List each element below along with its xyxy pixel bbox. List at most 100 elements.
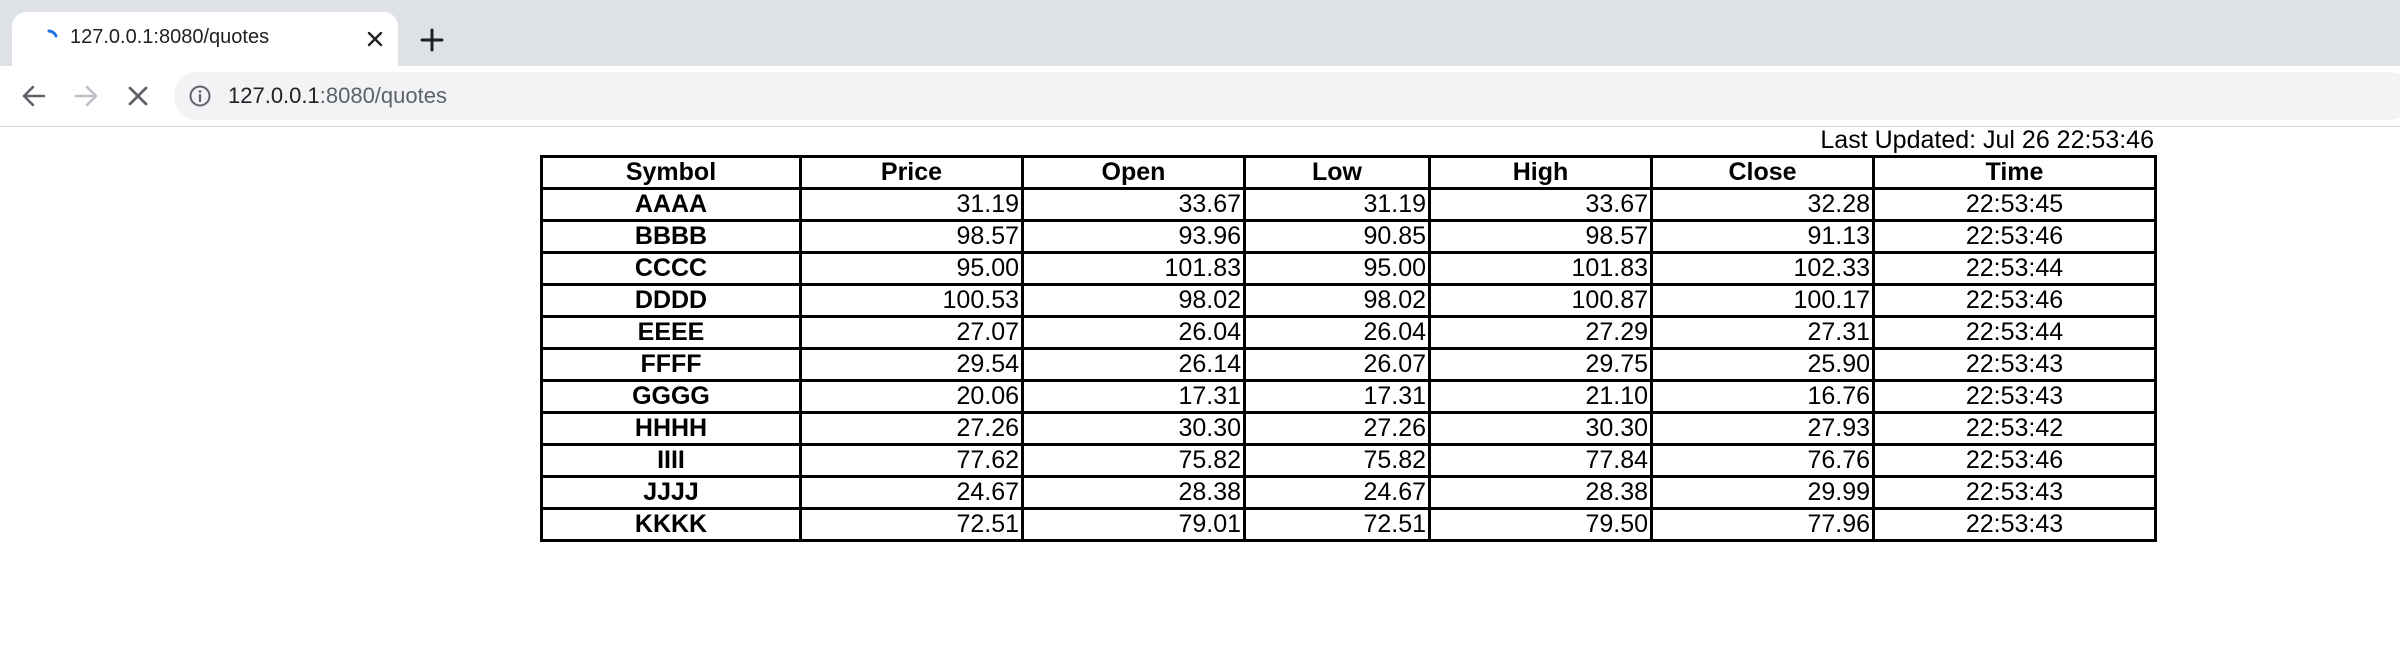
high-cell: 29.75 [1428, 347, 1653, 382]
open-cell: 17.31 [1021, 379, 1246, 414]
table-header-row: Symbol Price Open Low High Close Time [540, 155, 2157, 190]
high-cell: 79.50 [1428, 507, 1653, 542]
url-path: :8080/quotes [319, 83, 447, 108]
time-cell: 22:53:43 [1872, 507, 2157, 542]
price-cell: 31.19 [799, 187, 1024, 222]
symbol-cell: EEEE [540, 315, 802, 350]
low-cell: 75.82 [1243, 443, 1431, 478]
open-cell: 33.67 [1021, 187, 1246, 222]
close-cell: 16.76 [1650, 379, 1875, 414]
column-header: Time [1872, 155, 2157, 190]
high-cell: 98.57 [1428, 219, 1653, 254]
high-cell: 30.30 [1428, 411, 1653, 446]
tab-strip: 127.0.0.1:8080/quotes [0, 0, 2400, 66]
info-icon[interactable] [188, 84, 212, 108]
open-cell: 98.02 [1021, 283, 1246, 318]
plus-icon[interactable] [418, 26, 446, 54]
close-cell: 77.96 [1650, 507, 1875, 542]
table-row: CCCC 95.00 101.83 95.00 101.83 102.33 22:53:44 [540, 251, 2157, 286]
close-cell: 27.31 [1650, 315, 1875, 350]
price-cell: 27.07 [799, 315, 1024, 350]
close-cell: 102.33 [1650, 251, 1875, 286]
low-cell: 90.85 [1243, 219, 1431, 254]
table-row: JJJJ 24.67 28.38 24.67 28.38 29.99 22:53:43 [540, 475, 2157, 510]
symbol-cell: GGGG [540, 379, 802, 414]
price-cell: 72.51 [799, 507, 1024, 542]
column-header: High [1428, 155, 1653, 190]
column-header: Price [799, 155, 1024, 190]
table-row: KKKK 72.51 79.01 72.51 79.50 77.96 22:53:43 [540, 507, 2157, 542]
open-cell: 26.04 [1021, 315, 1246, 350]
price-cell: 98.57 [799, 219, 1024, 254]
browser-toolbar: 127.0.0.1:8080/quotes [0, 66, 2400, 127]
open-cell: 101.83 [1021, 251, 1246, 286]
price-cell: 100.53 [799, 283, 1024, 318]
symbol-cell: DDDD [540, 283, 802, 318]
column-header: Low [1243, 155, 1431, 190]
symbol-cell: CCCC [540, 251, 802, 286]
open-cell: 26.14 [1021, 347, 1246, 382]
open-cell: 28.38 [1021, 475, 1246, 510]
table-row: HHHH 27.26 30.30 27.26 30.30 27.93 22:53:42 [540, 411, 2157, 446]
low-cell: 24.67 [1243, 475, 1431, 510]
close-cell: 29.99 [1650, 475, 1875, 510]
symbol-cell: IIII [540, 443, 802, 478]
time-cell: 22:53:45 [1872, 187, 2157, 222]
low-cell: 27.26 [1243, 411, 1431, 446]
price-cell: 27.26 [799, 411, 1024, 446]
symbol-cell: AAAA [540, 187, 802, 222]
close-cell: 25.90 [1650, 347, 1875, 382]
table-row: DDDD 100.53 98.02 98.02 100.87 100.17 22:53:46 [540, 283, 2157, 318]
close-cell: 32.28 [1650, 187, 1875, 222]
low-cell: 31.19 [1243, 187, 1431, 222]
last-updated-label: Last Updated: Jul 26 22:53:46 [1820, 126, 2154, 154]
low-cell: 26.04 [1243, 315, 1431, 350]
close-icon[interactable] [364, 28, 386, 50]
low-cell: 95.00 [1243, 251, 1431, 286]
low-cell: 26.07 [1243, 347, 1431, 382]
time-cell: 22:53:44 [1872, 315, 2157, 350]
url-text[interactable]: 127.0.0.1:8080/quotes [228, 83, 447, 109]
column-header: Symbol [540, 155, 802, 190]
address-bar[interactable]: 127.0.0.1:8080/quotes [174, 72, 2400, 120]
loading-spinner-icon [38, 28, 60, 50]
table-row: AAAA 31.19 33.67 31.19 33.67 32.28 22:53:45 [540, 187, 2157, 222]
open-cell: 79.01 [1021, 507, 1246, 542]
time-cell: 22:53:46 [1872, 219, 2157, 254]
browser-tab[interactable]: 127.0.0.1:8080/quotes [12, 12, 398, 66]
close-cell: 27.93 [1650, 411, 1875, 446]
low-cell: 72.51 [1243, 507, 1431, 542]
low-cell: 98.02 [1243, 283, 1431, 318]
close-cell: 76.76 [1650, 443, 1875, 478]
symbol-cell: HHHH [540, 411, 802, 446]
price-cell: 20.06 [799, 379, 1024, 414]
high-cell: 21.10 [1428, 379, 1653, 414]
back-arrow-icon[interactable] [18, 80, 50, 112]
column-header: Open [1021, 155, 1246, 190]
time-cell: 22:53:44 [1872, 251, 2157, 286]
forward-arrow-icon[interactable] [70, 80, 102, 112]
price-cell: 95.00 [799, 251, 1024, 286]
time-cell: 22:53:42 [1872, 411, 2157, 446]
table-row: IIII 77.62 75.82 75.82 77.84 76.76 22:53:46 [540, 443, 2157, 478]
time-cell: 22:53:43 [1872, 379, 2157, 414]
tab-title: 127.0.0.1:8080/quotes [70, 26, 270, 48]
time-cell: 22:53:46 [1872, 283, 2157, 318]
stop-icon[interactable] [122, 80, 154, 112]
table-row: BBBB 98.57 93.96 90.85 98.57 91.13 22:53:46 [540, 219, 2157, 254]
open-cell: 75.82 [1021, 443, 1246, 478]
high-cell: 33.67 [1428, 187, 1653, 222]
quotes-table: Symbol Price Open Low High Close Time AA… [540, 155, 2157, 542]
high-cell: 27.29 [1428, 315, 1653, 350]
open-cell: 30.30 [1021, 411, 1246, 446]
price-cell: 24.67 [799, 475, 1024, 510]
close-cell: 100.17 [1650, 283, 1875, 318]
high-cell: 100.87 [1428, 283, 1653, 318]
symbol-cell: FFFF [540, 347, 802, 382]
price-cell: 29.54 [799, 347, 1024, 382]
column-header: Close [1650, 155, 1875, 190]
open-cell: 93.96 [1021, 219, 1246, 254]
table-row: FFFF 29.54 26.14 26.07 29.75 25.90 22:53:43 [540, 347, 2157, 382]
high-cell: 77.84 [1428, 443, 1653, 478]
high-cell: 101.83 [1428, 251, 1653, 286]
